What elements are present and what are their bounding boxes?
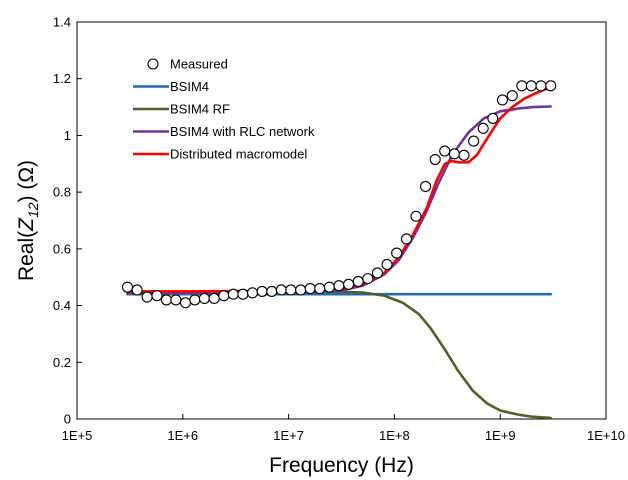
data-point	[448, 148, 460, 160]
data-point	[516, 80, 528, 92]
data-point	[121, 281, 134, 293]
legend-label: Measured	[170, 57, 228, 72]
y-axis-title: Real(Z12) (Ω)	[15, 160, 41, 281]
data-point	[391, 247, 403, 259]
y-tick-label: 0.8	[53, 185, 71, 200]
y-tick-label: 1.2	[53, 71, 71, 86]
legend-item-bsim4: BSIM4	[133, 79, 209, 94]
data-point	[371, 267, 383, 279]
y-axis-title-subscript: 12	[25, 202, 41, 218]
y-axis-title-symbol: Z	[15, 217, 38, 232]
x-tick-label: 1E+7	[273, 428, 304, 443]
data-point	[179, 297, 192, 309]
data-point	[419, 180, 432, 193]
data-point	[496, 94, 508, 106]
data-point	[227, 288, 239, 300]
data-point	[525, 80, 537, 92]
y-tick-label: 0.4	[53, 298, 71, 313]
data-point	[333, 280, 345, 292]
data-point	[266, 285, 278, 297]
data-point	[439, 145, 451, 157]
x-tick-label: 1E+9	[485, 428, 516, 443]
data-point	[343, 278, 355, 290]
data-point	[429, 153, 441, 166]
data-point	[487, 112, 499, 124]
x-tick-label: 1E+10	[587, 428, 625, 443]
data-point	[208, 292, 220, 305]
y-tick-label: 1.4	[53, 15, 71, 30]
data-point	[237, 288, 249, 300]
data-point	[410, 210, 422, 222]
x-tick-label: 1E+5	[62, 428, 93, 443]
data-point	[468, 135, 480, 147]
y-axis-title-suffix: ) (Ω)	[15, 160, 38, 203]
data-point	[160, 294, 172, 306]
x-tick-label: 1E+6	[167, 428, 198, 443]
data-point	[170, 294, 182, 306]
legend-item-bsim4-with-rlc-network: BSIM4 with RLC network	[133, 124, 315, 139]
data-point	[131, 284, 143, 296]
data-point	[381, 258, 393, 271]
legend-item-measured: Measured	[147, 57, 228, 72]
plot-area	[76, 21, 607, 420]
data-point	[198, 292, 210, 305]
data-point	[362, 273, 374, 285]
x-axis: 1E+5 1E+6 1E+7 1E+8 1E+9 1E+10	[62, 414, 625, 443]
data-point	[314, 283, 326, 295]
data-point	[256, 285, 268, 297]
y-axis-title-prefix: Real(	[15, 231, 38, 281]
legend-item-distributed-macromodel: Distributed macromodel	[133, 147, 307, 162]
legend-label: BSIM4 with RLC network	[170, 124, 315, 139]
y-tick-label: 0	[64, 412, 71, 427]
x-tick-label: 1E+8	[379, 428, 410, 443]
x-axis-title: Frequency (Hz)	[269, 454, 414, 477]
data-point	[275, 284, 287, 296]
data-point	[323, 281, 335, 293]
legend-label: BSIM4 RF	[170, 102, 230, 117]
data-point	[458, 149, 470, 161]
legend-marker	[147, 58, 159, 70]
data-point	[304, 283, 316, 295]
data-point	[400, 233, 413, 245]
legend-label: Distributed macromodel	[170, 147, 307, 162]
data-point	[352, 275, 364, 288]
legend-label: BSIM4	[170, 79, 209, 94]
data-point	[218, 290, 230, 302]
data-point	[506, 90, 518, 102]
y-tick-label: 0.6	[53, 241, 71, 256]
legend-item-bsim4-rf: BSIM4 RF	[133, 102, 230, 117]
data-point	[141, 291, 153, 303]
data-point	[246, 287, 259, 299]
y-axis: 0 0.2 0.4 0.6 0.8 1 1.2 1.4	[53, 15, 82, 427]
data-point	[285, 284, 297, 296]
data-point	[535, 80, 547, 92]
series-layer	[121, 80, 557, 420]
y-tick-label: 1	[64, 128, 71, 143]
data-point	[189, 294, 201, 306]
data-point	[545, 80, 557, 92]
legend: Measured BSIM4 BSIM4 RF BSIM4 with RLC netw…	[133, 57, 315, 162]
data-point	[295, 284, 307, 296]
series-markers-measured	[121, 80, 557, 309]
data-point	[477, 122, 489, 134]
data-point	[151, 290, 163, 302]
y-tick-label: 0.2	[53, 355, 71, 370]
